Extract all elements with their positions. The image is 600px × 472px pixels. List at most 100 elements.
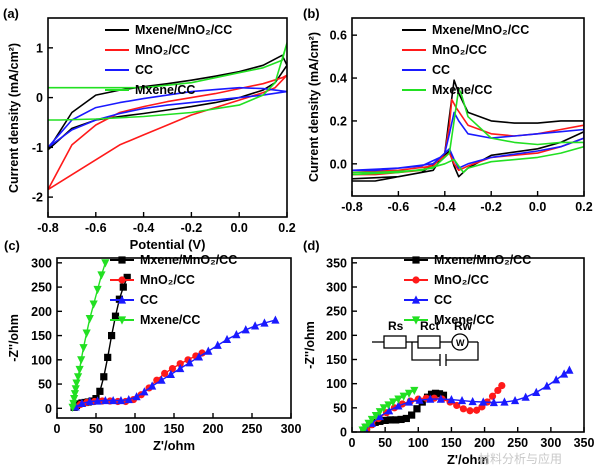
data-point (402, 414, 410, 423)
data-point (148, 381, 157, 390)
axes-frame (351, 17, 585, 197)
y-tick-label: 100 (31, 353, 52, 367)
data-point (386, 416, 395, 424)
data-point (436, 394, 445, 403)
data-point (117, 316, 127, 325)
warburg-label: W (456, 338, 465, 348)
x-tick-label: 0 (349, 436, 356, 450)
y-tick-label: 0.6 (330, 29, 347, 43)
data-point (104, 353, 112, 361)
x-tick-label: 100 (408, 436, 429, 450)
x-tick-label: 200 (474, 436, 495, 450)
y-tick-label: 0 (340, 426, 347, 440)
circuit-label-rct: Rct (420, 319, 439, 333)
data-point (367, 415, 376, 425)
y-tick-label: 0 (36, 91, 43, 105)
data-point (412, 256, 420, 264)
watermark: 材料分析与应用 (478, 452, 563, 466)
x-tick-label: -0.8 (341, 200, 363, 214)
data-point (399, 392, 408, 401)
data-point (426, 394, 435, 403)
data-point (447, 395, 456, 404)
legend-label: MnO₂/CC (434, 273, 489, 287)
y-tick-label: 0 (45, 402, 52, 416)
x-tick-label: 0.2 (575, 200, 592, 214)
x-tick-label: -0.6 (388, 200, 410, 214)
y-tick-label: 350 (326, 256, 347, 270)
data-point (100, 373, 108, 381)
data-point (70, 390, 80, 399)
series-line-green (48, 42, 287, 121)
data-point (457, 395, 467, 405)
data-point (473, 406, 481, 414)
series-line-red (48, 74, 287, 191)
data-point (488, 392, 497, 400)
data-point (415, 395, 424, 404)
data-point (560, 369, 569, 378)
y-axis-label: -Z''/ohm (7, 314, 21, 362)
data-point (431, 389, 440, 397)
x-tick-label: 250 (242, 422, 263, 436)
y-tick-label: 300 (326, 281, 347, 295)
data-point (101, 395, 110, 405)
data-point (498, 382, 506, 390)
x-tick-label: 0.2 (278, 221, 295, 235)
data-point (379, 404, 388, 413)
data-point (404, 389, 414, 398)
legend-label: Mxene/MnO₂/CC (135, 23, 232, 37)
data-point (392, 416, 400, 424)
data-point (565, 365, 574, 374)
data-point (371, 411, 380, 421)
data-point (97, 271, 106, 280)
legend-label: MnO₂/CC (432, 43, 487, 57)
data-point (118, 276, 126, 284)
data-point (459, 405, 467, 413)
data-point (194, 352, 204, 361)
x-tick-label: -0.6 (85, 221, 107, 235)
equivalent-circuit: Rs Rct Rw W (372, 319, 479, 366)
series-group (48, 42, 287, 191)
y-tick-label: 200 (326, 329, 347, 343)
data-point (394, 395, 403, 404)
data-point (93, 396, 102, 405)
data-point (157, 375, 166, 384)
data-point (494, 386, 502, 395)
y-tick-label: 0.4 (330, 72, 347, 86)
legend-label: CC (432, 63, 450, 77)
x-tick-label: 200 (203, 422, 224, 436)
resistor-rct (417, 335, 441, 349)
circuit-label-rs: Rs (388, 319, 404, 333)
axes-frame (47, 17, 288, 218)
y-tick-label: 100 (326, 377, 347, 391)
data-point (176, 360, 184, 368)
data-point (119, 283, 127, 291)
data-point (79, 344, 88, 353)
data-point (222, 334, 232, 344)
x-tick-label: 350 (574, 436, 595, 450)
y-axis-label: Current density (mA/cm²) (7, 43, 21, 193)
x-tick-label: 300 (281, 422, 302, 436)
panel-a: -0.8 -0.6 -0.4 -0.2 0.0 0.2 -2 -1 0 1 Potential (V… (3, 6, 296, 252)
data-point (241, 325, 250, 334)
data-point (489, 397, 498, 407)
y-tick-label: 50 (333, 401, 347, 415)
x-tick-label: -0.2 (181, 221, 203, 235)
data-point (479, 397, 488, 406)
resistor-rs (383, 335, 407, 349)
data-point (166, 369, 175, 378)
data-point (404, 397, 414, 406)
data-point (468, 396, 477, 406)
data-point (411, 316, 421, 325)
y-axis-label: Current density (mA/cm²) (307, 32, 321, 182)
y-tick-label: -1 (32, 141, 43, 155)
panel-label: (c) (4, 238, 20, 253)
x-tick-label: 300 (540, 436, 561, 450)
circuit-wire (446, 342, 479, 361)
data-point (73, 373, 83, 382)
data-point (500, 397, 509, 406)
panel-label: (d) (303, 238, 320, 253)
data-point (397, 415, 405, 424)
data-point (108, 331, 116, 340)
x-tick-label: 0 (54, 422, 61, 436)
data-point (408, 411, 416, 419)
